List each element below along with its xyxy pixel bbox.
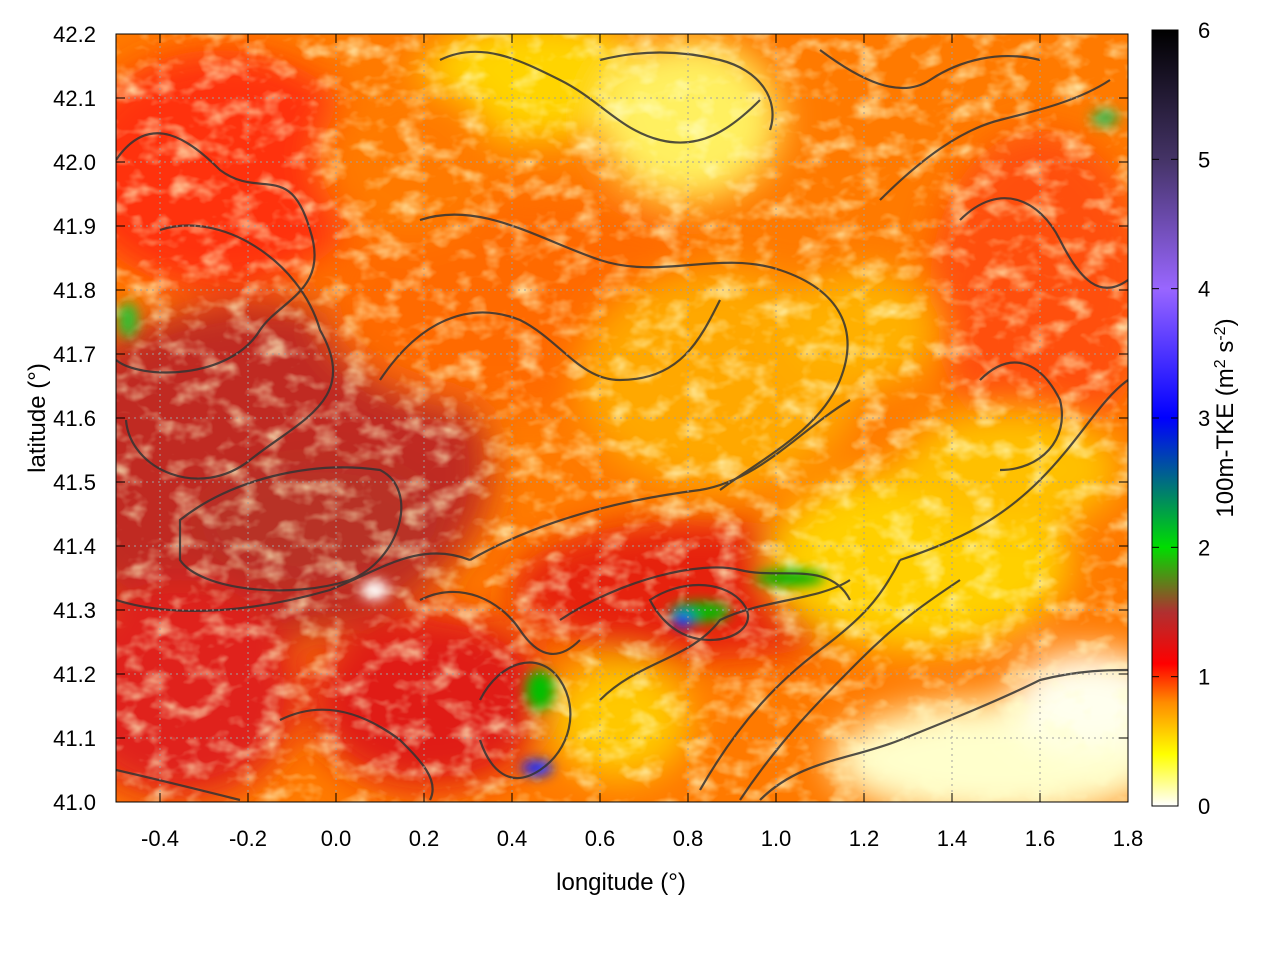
y-tick-label: 41.2 <box>53 662 96 687</box>
x-tick-label: 1.0 <box>761 826 792 851</box>
x-tick-label: 0.4 <box>497 826 528 851</box>
colorbar-tick-label: 5 <box>1198 147 1210 172</box>
x-tick-label: 1.8 <box>1113 826 1144 851</box>
colorbar-ticks: 0 1 2 3 4 5 6 <box>1152 18 1210 819</box>
y-axis: 41.0 41.1 41.2 41.3 41.4 41.5 41.6 41.7 41.8 41.9… <box>53 22 1128 815</box>
x-axis: -0.4 -0.2 0.0 0.2 0.4 0.6 0.8 1.0 1.2 1.4 1.6 1.8 <box>141 34 1143 851</box>
colorbar-title-sup2: -2 <box>1212 326 1229 340</box>
x-tick-label: -0.4 <box>141 826 179 851</box>
colorbar-tick-label: 1 <box>1198 665 1210 690</box>
y-tick-label: 41.3 <box>53 598 96 623</box>
colorbar-tick-label: 3 <box>1198 406 1210 431</box>
contour-lines <box>116 49 1128 802</box>
colorbar-tick-label: 2 <box>1198 535 1210 560</box>
colorbar-title: 100m-TKE (m2 s-2) <box>1212 318 1240 517</box>
x-tick-label: 1.6 <box>1025 826 1056 851</box>
x-tick-label: 1.4 <box>937 826 968 851</box>
colorbar-title-mid: s <box>1212 341 1239 360</box>
y-tick-label: 42.1 <box>53 86 96 111</box>
y-tick-label: 41.6 <box>53 406 96 431</box>
y-tick-label: 41.1 <box>53 726 96 751</box>
x-tick-label: 0.8 <box>673 826 704 851</box>
y-tick-label: 41.5 <box>53 470 96 495</box>
y-axis-title: latitude (°) <box>24 363 51 473</box>
colorbar: 0 1 2 3 4 5 6 100m-TKE (m2 s-2) <box>1151 18 1240 819</box>
y-tick-label: 41.8 <box>53 278 96 303</box>
y-tick-label: 42.2 <box>53 22 96 47</box>
y-tick-label: 41.7 <box>53 342 96 367</box>
y-tick-label: 42.0 <box>53 150 96 175</box>
colorbar-title-main: 100m-TKE (m <box>1212 368 1239 517</box>
colorbar-title-end: ) <box>1212 318 1239 326</box>
x-tick-label: 1.2 <box>849 826 880 851</box>
x-tick-label: 0.0 <box>321 826 352 851</box>
colorbar-tick-label: 6 <box>1198 18 1210 43</box>
x-tick-label: 0.6 <box>585 826 616 851</box>
y-tick-label: 41.9 <box>53 214 96 239</box>
y-tick-label: 41.0 <box>53 790 96 815</box>
grid-lines <box>116 33 1129 803</box>
colorbar-tick-label: 4 <box>1198 277 1210 302</box>
x-axis-title: longitude (°) <box>556 869 686 896</box>
heatmap-hotspots <box>118 110 1119 776</box>
y-tick-label: 41.4 <box>53 534 96 559</box>
colorbar-tick-label: 0 <box>1198 794 1210 819</box>
x-tick-label: -0.2 <box>229 826 267 851</box>
colorbar-title-sup1: 2 <box>1212 359 1229 368</box>
x-tick-label: 0.2 <box>409 826 440 851</box>
